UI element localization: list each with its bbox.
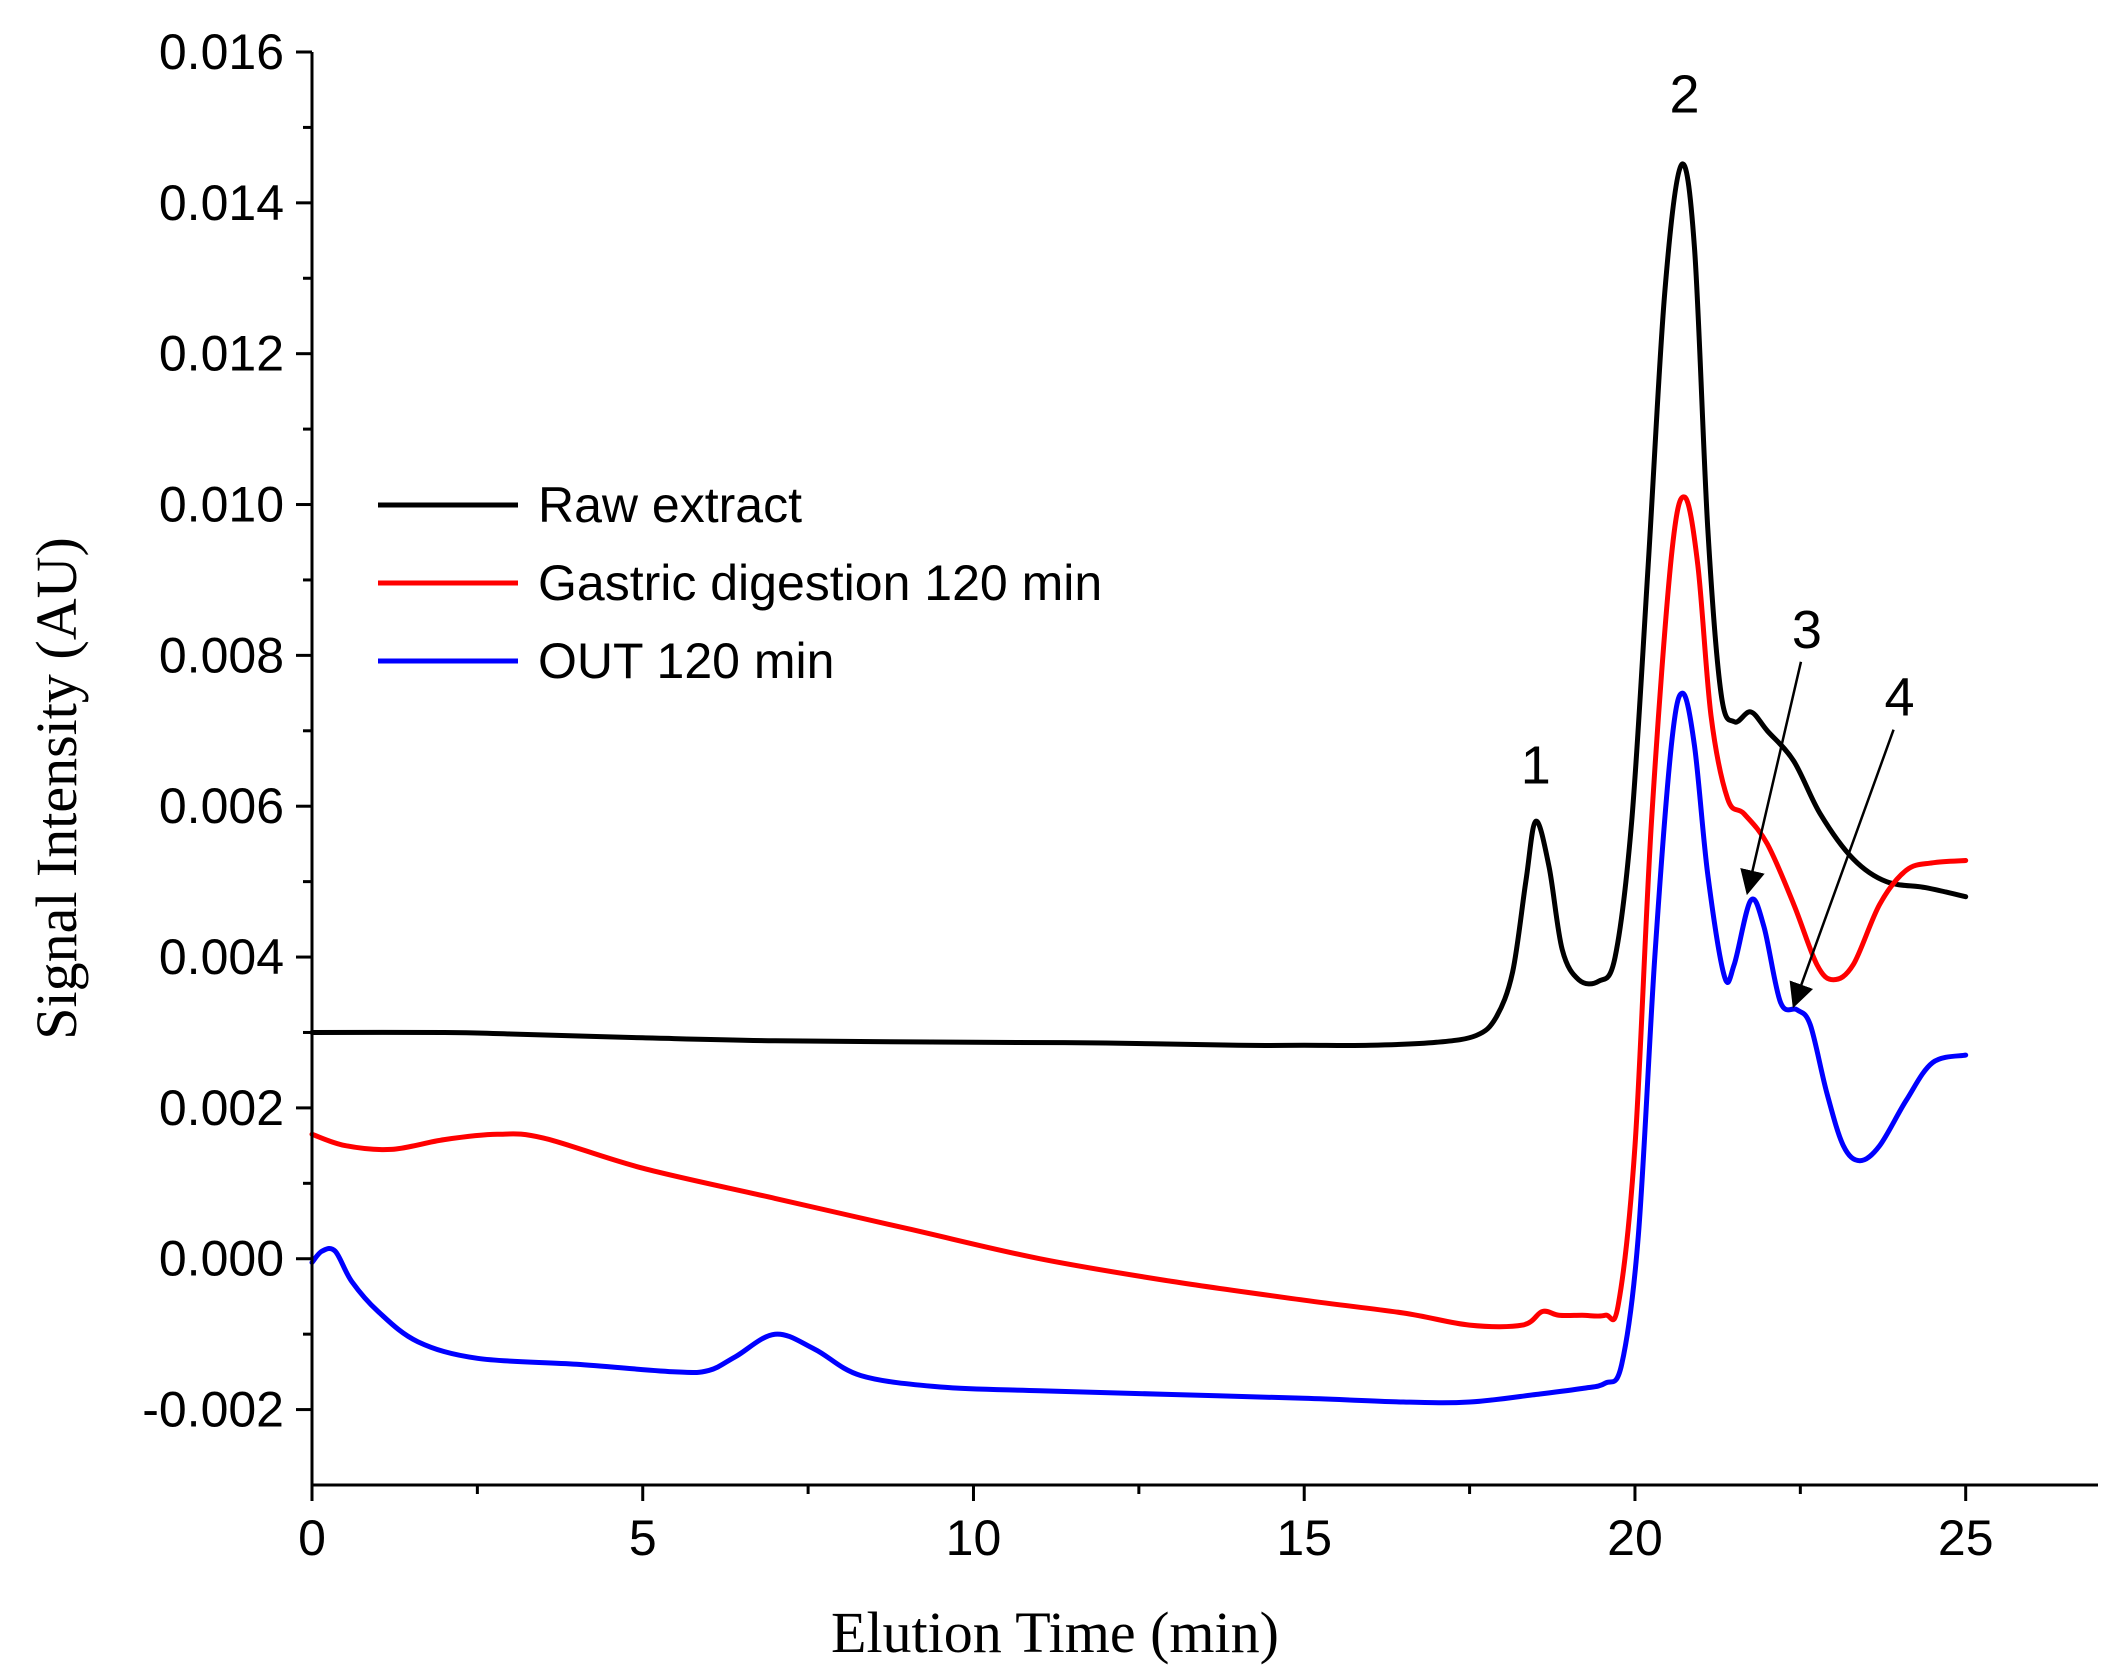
axes: -0.002 0.000 0.002 0.004 0.006 0.008 0.010 0.01… (24, 24, 2098, 1665)
series-line-out-120-min (309, 690, 1969, 1406)
peak-label-1: 1 (1521, 736, 1551, 796)
peak-arrow-4 (1789, 729, 1895, 1009)
x-tick-label: 15 (1276, 1510, 1332, 1566)
plot-area (309, 161, 1969, 1406)
x-tick-label: 5 (629, 1510, 657, 1566)
y-tick-label: 0.006 (159, 778, 284, 834)
x-tick-label: 10 (946, 1510, 1002, 1566)
legend-label: Gastric digestion 120 min (538, 555, 1102, 611)
y-axis-title: Signal Intensity (AU) (24, 537, 89, 1040)
series-line-raw-extract (309, 161, 1969, 1049)
annotations: 1 2 3 4 (1521, 64, 1915, 1009)
series-line-gastric-digestion-120-min (309, 494, 1969, 1330)
y-tick-label: 0.000 (159, 1231, 284, 1287)
x-tick-label: 20 (1607, 1510, 1663, 1566)
legend: Raw extract Gastric digestion 120 min OUT … (378, 477, 1102, 689)
peak-label-3: 3 (1792, 600, 1822, 660)
x-tick-label: 0 (298, 1510, 326, 1566)
x-axis-title: Elution Time (min) (831, 1600, 1279, 1665)
y-tick-label: 0.016 (159, 24, 284, 80)
y-tick-label: 0.008 (159, 627, 284, 683)
y-tick-label: 0.002 (159, 1080, 284, 1136)
y-tick-label: 0.014 (159, 175, 284, 231)
y-tick-label: 0.012 (159, 326, 284, 382)
legend-label: OUT 120 min (538, 633, 834, 689)
y-tick-label: 0.004 (159, 929, 284, 985)
y-tick-label: 0.010 (159, 477, 284, 533)
peak-arrow-3 (1740, 661, 1803, 896)
y-tick-label: -0.002 (142, 1382, 284, 1438)
peak-label-4: 4 (1885, 668, 1915, 728)
peak-label-2: 2 (1670, 64, 1700, 124)
x-tick-label: 25 (1938, 1510, 1994, 1566)
legend-label: Raw extract (538, 477, 802, 533)
